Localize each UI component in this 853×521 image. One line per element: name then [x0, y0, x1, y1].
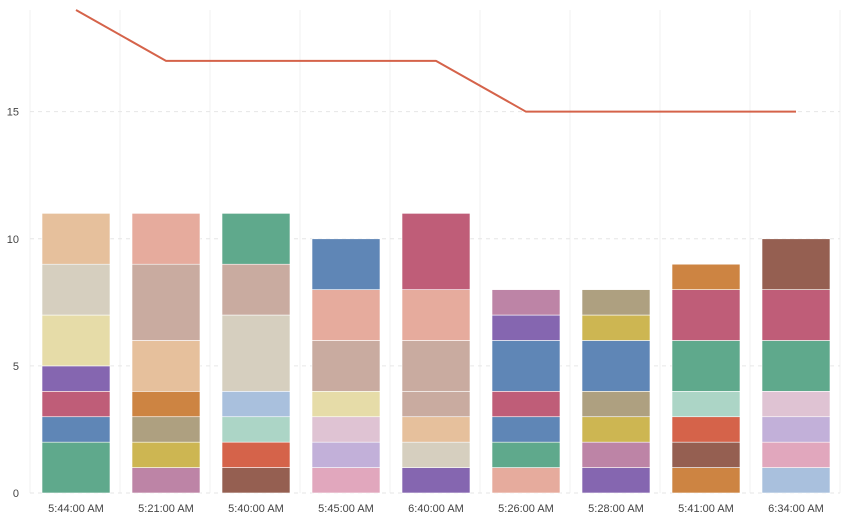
- bar-segment: [131, 416, 201, 443]
- bar-segment: [491, 289, 561, 316]
- stacked-bars: [41, 213, 831, 494]
- bar-segment: [41, 391, 111, 418]
- bar-segment: [131, 213, 201, 265]
- bar-segment: [131, 441, 201, 468]
- bar-segment: [221, 467, 291, 494]
- bar-segment: [671, 340, 741, 392]
- bar-stack: [131, 213, 201, 494]
- bar-segment: [491, 340, 561, 392]
- bar-segment: [581, 416, 651, 443]
- bar-segment: [761, 416, 831, 443]
- x-tick-label: 5:40:00 AM: [228, 503, 284, 515]
- y-tick-label: 5: [13, 361, 19, 373]
- bar-segment: [671, 289, 741, 341]
- bar-segment: [401, 441, 471, 468]
- bar-segment: [131, 340, 201, 392]
- bar-segment: [491, 314, 561, 341]
- bar-segment: [761, 340, 831, 392]
- bar-stack: [221, 213, 291, 494]
- bar-segment: [311, 289, 381, 341]
- bar-segment: [221, 263, 291, 316]
- bar-segment: [221, 213, 291, 265]
- x-tick-label: 5:28:00 AM: [588, 503, 644, 515]
- bar-segment: [581, 340, 651, 392]
- bar-segment: [491, 391, 561, 418]
- x-tick-label: 5:26:00 AM: [498, 503, 554, 515]
- bar-stack: [41, 213, 111, 494]
- bar-segment: [401, 340, 471, 392]
- x-axis-ticks: 5:44:00 AM 5:21:00 AM 5:40:00 AM 5:45:00 AM…: [48, 503, 824, 515]
- bar-segment: [221, 416, 291, 443]
- bar-segment: [41, 314, 111, 367]
- x-tick-label: 5:21:00 AM: [138, 503, 194, 515]
- bar-segment: [761, 467, 831, 494]
- bar-segment: [401, 213, 471, 290]
- bar-segment: [221, 441, 291, 468]
- bar-segment: [491, 441, 561, 468]
- bar-segment: [671, 263, 741, 290]
- y-tick-label: 0: [13, 488, 19, 500]
- bar-segment: [311, 391, 381, 418]
- bar-segment: [671, 467, 741, 494]
- bar-segment: [401, 416, 471, 443]
- bar-stack: [401, 213, 471, 494]
- bar-segment: [311, 238, 381, 290]
- bar-segment: [581, 289, 651, 316]
- trend-line-layer: [75, 9, 796, 113]
- bar-segment: [221, 391, 291, 418]
- x-tick-label: 5:41:00 AM: [678, 503, 734, 515]
- bar-segment: [41, 263, 111, 316]
- bar-segment: [671, 441, 741, 468]
- bar-segment: [761, 238, 831, 290]
- bar-segment: [311, 340, 381, 392]
- trend-line: [75, 9, 796, 113]
- x-tick-label: 5:44:00 AM: [48, 503, 104, 515]
- bar-segment: [221, 314, 291, 392]
- bar-segment: [491, 416, 561, 443]
- y-tick-label: 15: [7, 107, 19, 119]
- bar-segment: [401, 289, 471, 341]
- bar-segment: [41, 213, 111, 265]
- bar-stack: [491, 289, 561, 494]
- bar-segment: [491, 467, 561, 494]
- bar-stack: [581, 289, 651, 494]
- bar-stack: [311, 238, 381, 494]
- x-tick-label: 6:34:00 AM: [768, 503, 824, 515]
- bar-stack: [671, 263, 741, 494]
- bar-segment: [311, 416, 381, 443]
- bar-segment: [581, 467, 651, 494]
- bar-segment: [311, 441, 381, 468]
- bar-segment: [761, 391, 831, 418]
- y-tick-label: 10: [7, 234, 19, 246]
- bar-segment: [401, 391, 471, 418]
- bar-stack: [761, 238, 831, 494]
- bar-segment: [581, 441, 651, 468]
- bar-segment: [131, 467, 201, 494]
- bar-segment: [671, 391, 741, 418]
- bar-segment: [401, 467, 471, 494]
- bar-segment: [761, 441, 831, 468]
- x-tick-label: 5:45:00 AM: [318, 503, 374, 515]
- bar-segment: [131, 263, 201, 341]
- x-tick-label: 6:40:00 AM: [408, 503, 464, 515]
- bar-segment: [581, 391, 651, 418]
- bar-segment: [671, 416, 741, 443]
- bar-segment: [41, 441, 111, 494]
- bar-segment: [41, 416, 111, 443]
- bar-segment: [761, 289, 831, 341]
- bar-segment: [311, 467, 381, 494]
- y-axis-ticks: 0 5 10 15: [7, 107, 19, 500]
- bar-segment: [41, 365, 111, 392]
- bar-segment: [131, 391, 201, 418]
- bar-segment: [581, 314, 651, 341]
